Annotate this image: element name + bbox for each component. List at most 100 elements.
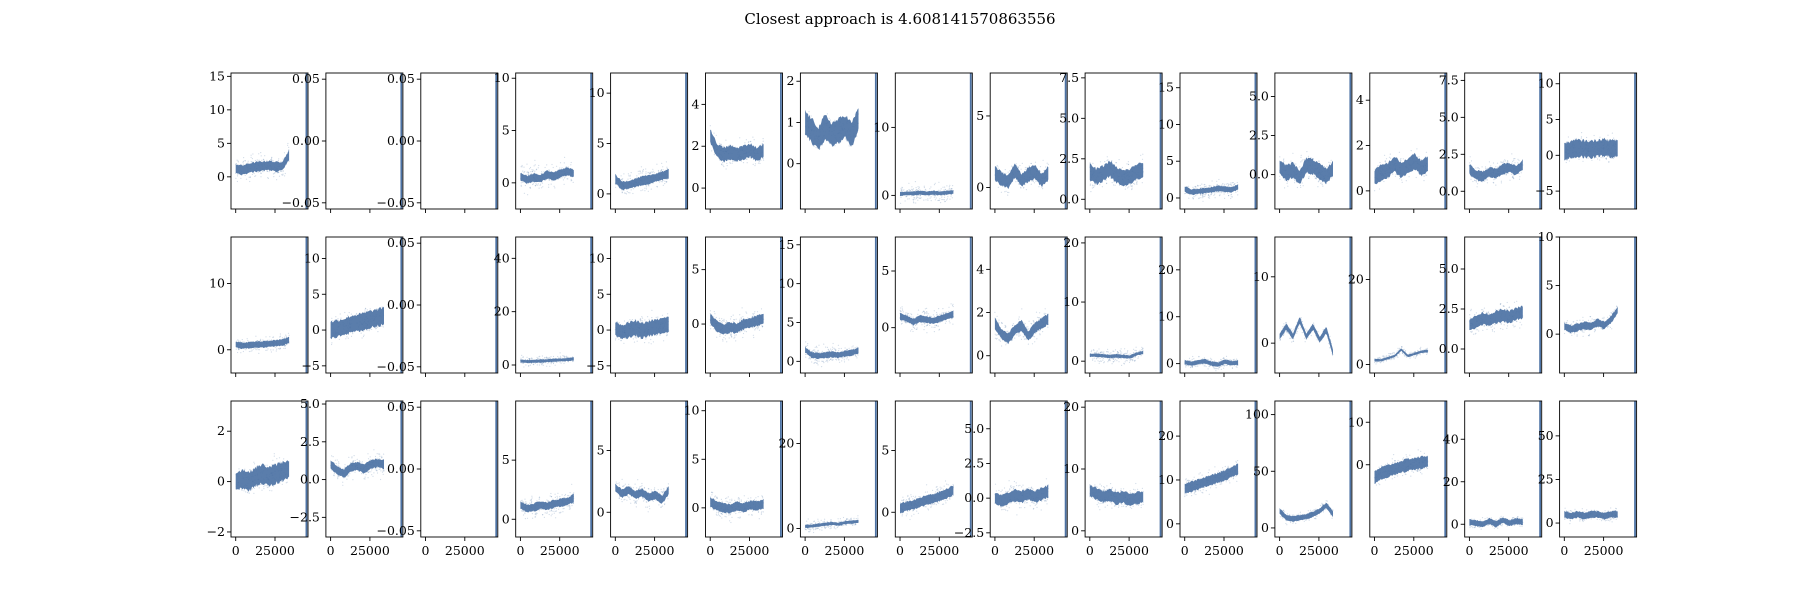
y-tick-label: 0 xyxy=(312,322,320,337)
scatter-point xyxy=(720,144,722,146)
scatter-point xyxy=(1194,185,1196,188)
scatter-point xyxy=(846,358,848,360)
scatter-point xyxy=(537,167,539,169)
scatter-point xyxy=(754,163,757,165)
scatter-point xyxy=(1474,179,1476,181)
scatter-point xyxy=(279,333,281,335)
scatter-point xyxy=(739,320,741,322)
scatter-point xyxy=(254,159,256,162)
scatter-point xyxy=(931,326,933,328)
panel-data xyxy=(804,108,860,151)
scatter-point xyxy=(1410,150,1412,152)
scatter-point xyxy=(1089,162,1091,164)
scatter-point xyxy=(1188,194,1191,196)
scatter-point xyxy=(1205,193,1207,195)
scatter-point xyxy=(930,196,932,198)
scatter-point xyxy=(1025,337,1027,340)
scatter-point xyxy=(725,320,728,322)
scatter-point xyxy=(939,313,941,315)
scatter-point xyxy=(1485,168,1487,170)
density-band xyxy=(1184,184,1239,196)
scatter-point xyxy=(1425,156,1427,158)
scatter-point xyxy=(630,172,632,174)
scatter-point xyxy=(1092,184,1094,186)
scatter-point xyxy=(812,349,814,352)
scatter-point xyxy=(856,346,858,348)
scatter-point xyxy=(904,200,906,202)
scatter-point xyxy=(1228,185,1230,187)
scatter-point xyxy=(1121,166,1123,169)
panel-0-11: 0.02.55.0 xyxy=(1249,72,1353,213)
density-band xyxy=(520,167,574,184)
scatter-point xyxy=(1581,132,1583,134)
scatter-point xyxy=(1203,196,1205,198)
scatter-point xyxy=(901,322,903,324)
scatter-point xyxy=(659,334,661,336)
scatter-point xyxy=(536,364,538,366)
scatter-point xyxy=(1200,197,1202,199)
scatter-point xyxy=(1224,197,1226,199)
scatter-point xyxy=(1514,162,1516,164)
y-tick-label: 20 xyxy=(494,304,510,319)
scatter-point xyxy=(666,181,668,183)
scatter-point xyxy=(252,348,254,350)
scatter-point xyxy=(645,168,647,170)
panel-1-3: 0 20 40 xyxy=(494,236,594,377)
scatter-point xyxy=(557,169,560,171)
scatter-point xyxy=(906,195,908,198)
scatter-point xyxy=(541,355,544,357)
scatter-point xyxy=(258,153,260,155)
scatter-point xyxy=(250,154,252,156)
scatter-point xyxy=(1503,160,1505,162)
scatter-point xyxy=(901,189,903,191)
scatter-point xyxy=(724,338,727,340)
scatter-point xyxy=(1469,162,1471,164)
panel-frame xyxy=(989,236,1068,374)
scatter-point xyxy=(530,357,532,360)
scatter-point xyxy=(539,184,541,186)
scatter-point xyxy=(935,197,937,199)
scatter-point xyxy=(648,173,651,175)
scatter-point xyxy=(946,185,948,187)
scatter-point xyxy=(1134,183,1136,185)
scatter-point xyxy=(663,340,665,342)
scatter-point xyxy=(661,181,664,183)
scatter-point xyxy=(522,362,524,364)
y-tick-label: 0 xyxy=(502,357,510,372)
scatter-point xyxy=(644,342,646,344)
panel-0-13: 0.02.55.07.5 xyxy=(1439,72,1543,213)
scatter-point xyxy=(1011,339,1014,341)
scatter-point xyxy=(722,338,724,341)
scatter-point xyxy=(733,319,735,321)
scatter-point xyxy=(1486,179,1488,181)
scatter-point xyxy=(901,320,903,322)
scatter-point xyxy=(285,335,287,337)
scatter-point xyxy=(807,343,809,345)
scatter-point xyxy=(1223,191,1225,193)
scatter-point xyxy=(524,171,526,173)
scatter-point xyxy=(1025,326,1027,328)
scatter-point xyxy=(1474,180,1476,182)
scatter-point xyxy=(933,331,936,333)
scatter-point xyxy=(998,319,1000,321)
scatter-point xyxy=(536,168,538,170)
scatter-point xyxy=(648,342,650,344)
scatter-point xyxy=(996,337,998,339)
scatter-point xyxy=(919,195,922,197)
scatter-point xyxy=(546,356,548,358)
scatter-point xyxy=(1399,159,1401,161)
scatter-point xyxy=(250,161,252,163)
scatter-point xyxy=(1017,166,1019,168)
scatter-point xyxy=(950,310,952,312)
scatter-point xyxy=(821,366,823,368)
scatter-point xyxy=(1184,193,1186,195)
scatter-point xyxy=(997,321,999,323)
scatter-point xyxy=(1142,153,1144,155)
scatter-point xyxy=(919,194,921,196)
scatter-point xyxy=(739,137,741,139)
scatter-point xyxy=(1235,191,1237,193)
scatter-point xyxy=(709,310,712,312)
y-tick-label: 40 xyxy=(494,250,510,265)
scatter-point xyxy=(814,350,816,353)
scatter-point xyxy=(1106,351,1108,353)
